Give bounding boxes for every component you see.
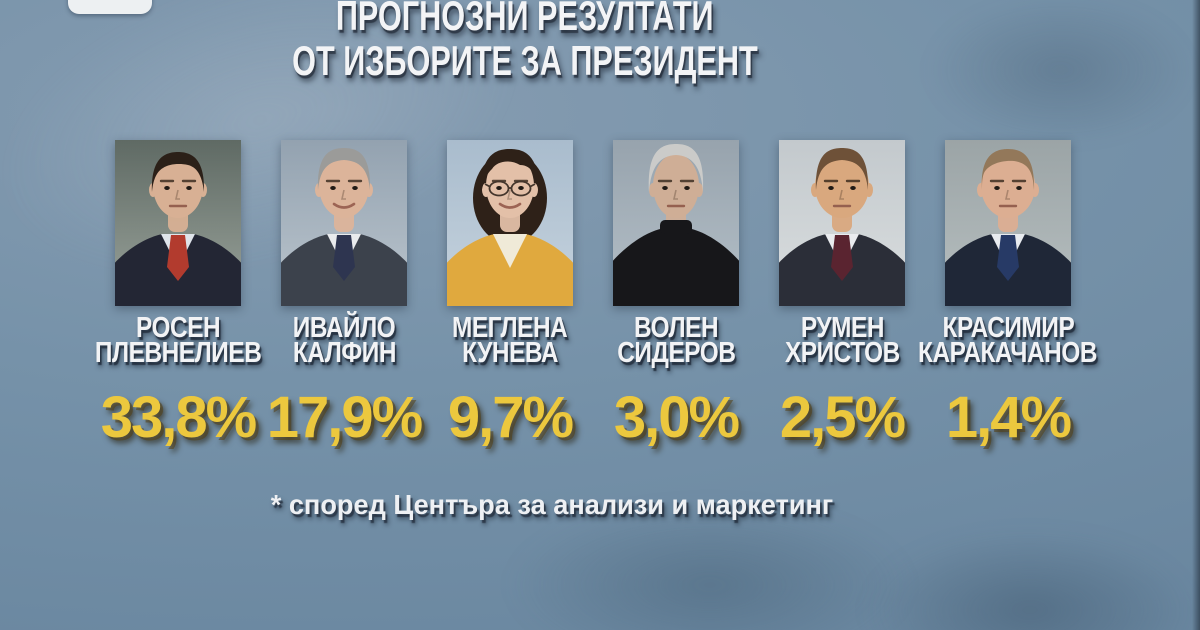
candidate-first-name: КРАСИМИР xyxy=(942,312,1074,344)
candidate-card: МЕГЛЕНА КУНЕВА 9,7% xyxy=(427,140,593,450)
candidates-row: РОСЕН ПЛЕВНЕЛИЕВ 33,8% ИВАЙЛО КАЛФИН 17,… xyxy=(95,140,1098,450)
candidate-name: ИВАЙЛО КАЛФИН xyxy=(283,312,406,369)
candidate-card: РУМЕН ХРИСТОВ 2,5% xyxy=(759,140,925,450)
page-title: ПРОГНОЗНИ РЕЗУЛТАТИ ОТ ИЗБОРИТЕ ЗА ПРЕЗИ… xyxy=(0,0,1050,83)
candidate-first-name: ВОЛЕН xyxy=(633,312,719,344)
candidate-last-name: КАРАКАЧАНОВ xyxy=(918,337,1098,369)
candidate-last-name: КУНЕВА xyxy=(462,337,558,369)
candidate-percentage: 1,4% xyxy=(945,385,1072,450)
candidate-card: РОСЕН ПЛЕВНЕЛИЕВ 33,8% xyxy=(95,140,262,450)
candidate-name: РУМЕН ХРИСТОВ xyxy=(774,312,911,369)
candidate-name: МЕГЛЕНА КУНЕВА xyxy=(441,312,578,369)
candidate-photo xyxy=(779,140,905,306)
candidate-photo xyxy=(281,140,407,306)
candidate-percentage: 3,0% xyxy=(613,385,740,450)
candidate-last-name: ХРИСТОВ xyxy=(784,337,900,369)
candidate-photo xyxy=(447,140,573,306)
candidate-first-name: ИВАЙЛО xyxy=(292,312,396,344)
candidate-photo xyxy=(115,140,241,306)
title-line-1: ПРОГНОЗНИ РЕЗУЛТАТИ xyxy=(336,0,714,39)
candidate-name: РОСЕН ПЛЕВНЕЛИЕВ xyxy=(79,312,277,369)
candidate-photo xyxy=(945,140,1071,306)
candidate-name: КРАСИМИР КАРАКАЧАНОВ xyxy=(901,312,1114,369)
candidate-card: КРАСИМИР КАРАКАЧАНОВ 1,4% xyxy=(919,140,1098,450)
candidate-percentage: 17,9% xyxy=(266,385,423,450)
broadcaster-logo-fragment xyxy=(68,0,152,14)
candidate-first-name: РОСЕН xyxy=(135,312,221,344)
title-line-2: ОТ ИЗБОРИТЕ ЗА ПРЕЗИДЕНТ xyxy=(292,37,758,84)
candidate-photo xyxy=(613,140,739,306)
candidate-last-name: СИДЕРОВ xyxy=(616,337,736,369)
candidate-percentage: 9,7% xyxy=(447,385,574,450)
candidate-first-name: РУМЕН xyxy=(800,312,884,344)
candidate-card: ВОЛЕН СИДЕРОВ 3,0% xyxy=(593,140,759,450)
candidate-last-name: ПЛЕВНЕЛИЕВ xyxy=(94,337,262,369)
candidate-last-name: КАЛФИН xyxy=(292,337,396,369)
candidate-name: ВОЛЕН СИДЕРОВ xyxy=(606,312,747,369)
candidate-card: ИВАЙЛО КАЛФИН 17,9% xyxy=(261,140,427,450)
candidate-percentage: 33,8% xyxy=(100,385,257,450)
candidate-percentage: 2,5% xyxy=(779,385,906,450)
candidate-first-name: МЕГЛЕНА xyxy=(452,312,568,344)
background-right-edge xyxy=(1192,0,1200,630)
source-footnote: * според Центъра за анализи и маркетинг xyxy=(270,489,834,520)
